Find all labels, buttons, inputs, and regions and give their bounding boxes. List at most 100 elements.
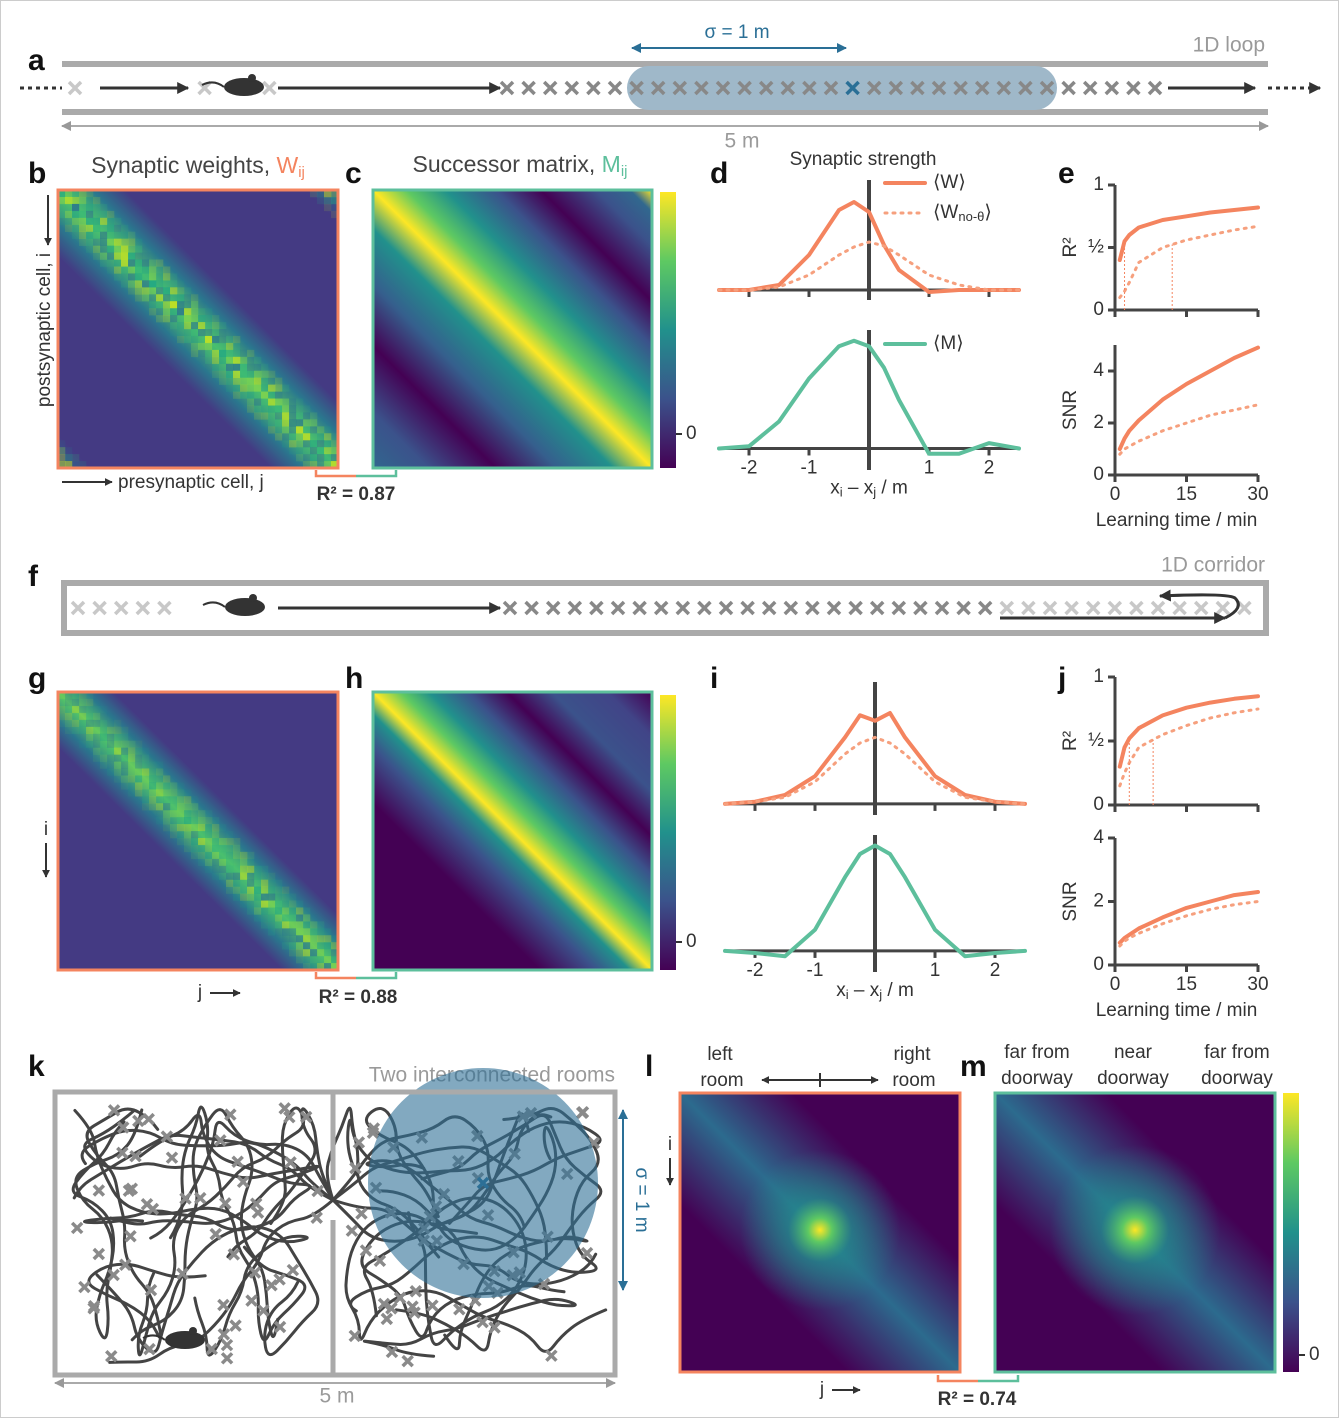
heatmap-cell xyxy=(114,266,121,273)
heatmap-cell xyxy=(240,399,247,406)
heatmap-cell xyxy=(240,845,247,852)
heatmap-cell xyxy=(324,454,331,461)
heatmap-cell xyxy=(310,942,317,949)
heatmap-cell xyxy=(226,859,233,866)
heatmap-cell xyxy=(247,405,254,412)
heatmap-cell xyxy=(254,873,261,880)
heatmap-cell xyxy=(170,782,177,789)
heatmap-cell xyxy=(163,789,170,796)
heatmap-cell xyxy=(177,336,184,343)
heatmap-cell xyxy=(191,810,198,817)
heatmap-cell xyxy=(191,308,198,315)
heatmap-cell xyxy=(79,204,86,211)
heatmap-cell xyxy=(184,817,191,824)
figure: a 1D loop σ = 1 m 5 m b Synaptic weights… xyxy=(0,0,1339,1418)
heatmap-cell xyxy=(93,713,100,720)
heatmap-cell xyxy=(261,866,268,873)
heatmap-cell xyxy=(219,873,226,880)
heatmap-cell xyxy=(268,928,275,935)
x-axis-label: Learning time / min xyxy=(1096,1000,1258,1021)
heatmap-cell xyxy=(296,440,303,447)
heatmap-cell xyxy=(289,440,296,447)
heatmap-cell xyxy=(268,426,275,433)
panel-label: h xyxy=(345,662,363,695)
heatmap-cell xyxy=(219,329,226,336)
heatmap-cell xyxy=(317,956,324,963)
heatmap-cell xyxy=(86,225,93,232)
heatmap-cell xyxy=(310,440,317,447)
heatmap-cell xyxy=(79,713,86,720)
heatmap-cell xyxy=(79,232,86,239)
heatmap-cell xyxy=(261,914,268,921)
heatmap-peak xyxy=(1050,1145,1220,1315)
heatmap-cell xyxy=(219,336,226,343)
heatmap-cell xyxy=(226,866,233,873)
heatmap-cell xyxy=(135,280,142,287)
heatmap-cell xyxy=(219,852,226,859)
heatmap-cell xyxy=(198,343,205,350)
heatmap-cell xyxy=(184,294,191,301)
heatmap-cell xyxy=(142,287,149,294)
heatmap-cell xyxy=(156,803,163,810)
heatmap-cell xyxy=(233,364,240,371)
x-tick-label: 15 xyxy=(1176,484,1197,505)
heatmap-cell xyxy=(247,385,254,392)
heatmap-cell xyxy=(114,260,121,267)
heatmap-cell xyxy=(233,873,240,880)
heatmap-cell xyxy=(254,378,261,385)
heatmap-cell xyxy=(275,901,282,908)
heatmap-cell xyxy=(219,343,226,350)
heatmap-cell xyxy=(219,859,226,866)
y-tick-label: ½ xyxy=(1088,237,1104,258)
heatmap-cell xyxy=(149,796,156,803)
heatmap-cell xyxy=(289,399,296,406)
y-tick-label: 1 xyxy=(1093,666,1104,687)
heatmap-cell xyxy=(205,817,212,824)
x-tick-label: -2 xyxy=(741,457,758,478)
heatmap-cell xyxy=(275,928,282,935)
heatmap-cell xyxy=(79,239,86,246)
heatmap-cell xyxy=(296,921,303,928)
heatmap-cell xyxy=(198,350,205,357)
length-label: 5 m xyxy=(724,130,759,153)
heatmap-cell xyxy=(240,894,247,901)
heatmap-cell xyxy=(191,343,198,350)
heatmap-cell xyxy=(121,239,128,246)
heatmap-cell xyxy=(282,935,289,942)
heatmap-cell xyxy=(240,392,247,399)
heatmap-cell xyxy=(184,329,191,336)
heatmap-cell xyxy=(65,211,72,218)
heatmap-cell xyxy=(184,301,191,308)
x-tick-label: 0 xyxy=(1110,974,1121,995)
heatmap-cell xyxy=(282,907,289,914)
heatmap-cell xyxy=(275,935,282,942)
heatmap-cell xyxy=(163,796,170,803)
heatmap-cell xyxy=(93,218,100,225)
heatmap-cell xyxy=(275,378,282,385)
heatmap-cell xyxy=(135,762,142,769)
heatmap-cell xyxy=(142,301,149,308)
heatmap-cell xyxy=(261,887,268,894)
heatmap-cell xyxy=(289,447,296,454)
length-label: 5 m xyxy=(319,1385,354,1408)
heatmap-cell xyxy=(156,315,163,322)
heatmap-cell xyxy=(86,218,93,225)
heatmap-cell xyxy=(303,412,310,419)
sigma-label: σ = 1 m xyxy=(631,1167,652,1232)
heatmap-cell xyxy=(282,412,289,419)
heatmap-cell xyxy=(254,859,261,866)
heatmap-cell xyxy=(296,405,303,412)
heatmap-cell xyxy=(275,419,282,426)
heatmap-cell xyxy=(184,831,191,838)
heatmap-cell xyxy=(156,775,163,782)
heatmap-cell xyxy=(100,762,107,769)
heatmap-cell xyxy=(212,838,219,845)
heatmap-cell xyxy=(275,914,282,921)
heatmap-cell xyxy=(303,935,310,942)
heatmap-cell xyxy=(86,204,93,211)
heatmap-cell xyxy=(128,748,135,755)
heatmap-cell xyxy=(303,907,310,914)
heatmap-cell xyxy=(212,866,219,873)
heatmap-cell xyxy=(247,859,254,866)
heatmap-cell xyxy=(93,211,100,218)
